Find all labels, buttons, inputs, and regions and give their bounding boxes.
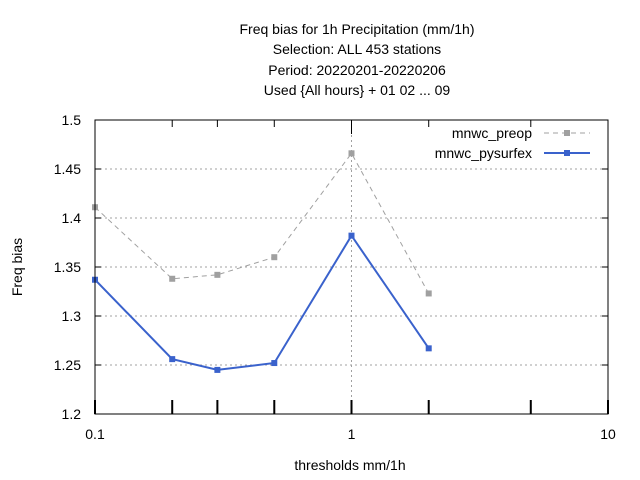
legend-marker	[564, 150, 570, 156]
data-point-mnwc_preop	[271, 254, 278, 261]
data-point-mnwc_preop	[214, 271, 221, 278]
data-point-mnwc_pysurfex	[271, 360, 278, 367]
series-line-mnwc_preop	[94, 152, 430, 294]
data-point-mnwc_preop	[425, 290, 432, 297]
title-line-1: Freq bias for 1h Precipitation (mm/1h)	[240, 21, 475, 37]
x-tick-label: 1	[348, 426, 356, 442]
y-tick-label: 1.4	[62, 210, 82, 226]
plot-frame	[94, 119, 609, 415]
data-point-mnwc_pysurfex	[348, 232, 355, 239]
series-line-mnwc_pysurfex	[94, 233, 430, 371]
data-point-mnwc_pysurfex	[425, 345, 432, 352]
y-tick-label: 1.2	[62, 406, 82, 422]
data-point-mnwc_pysurfex	[169, 356, 176, 363]
y-tick-label: 1.35	[54, 259, 81, 275]
data-point-mnwc_pysurfex	[214, 366, 221, 373]
legend-marker	[564, 130, 570, 136]
legend-label: mnwc_preop	[452, 125, 532, 141]
x-axis-label: thresholds mm/1h	[294, 457, 405, 473]
y-tick-label: 1.25	[54, 357, 81, 373]
y-tick-label: 1.3	[62, 308, 82, 324]
legend-label: mnwc_pysurfex	[435, 145, 532, 161]
x-tick-label: 0.1	[85, 426, 105, 442]
axis-ticks: 1.2 1.25 1.3 1.35 1.4 1.45 1.5 0.1 1 10	[54, 112, 616, 442]
series-layer	[92, 150, 432, 373]
y-tick-label: 1.45	[54, 161, 81, 177]
title-line-2: Selection: ALL 453 stations	[273, 41, 441, 57]
title-line-3: Period: 20220201-20220206	[268, 62, 446, 78]
x-tick-label: 10	[600, 426, 616, 442]
legend: mnwc_preop mnwc_pysurfex	[435, 125, 590, 161]
chart-title: Freq bias for 1h Precipitation (mm/1h) S…	[240, 21, 475, 98]
data-point-mnwc_preop	[348, 150, 355, 157]
title-line-4: Used {All hours} + 01 02 ... 09	[264, 82, 451, 98]
grid	[95, 120, 608, 414]
y-tick-label: 1.5	[62, 112, 82, 128]
y-axis-label: Freq bias	[9, 238, 25, 296]
data-point-mnwc_preop	[169, 275, 176, 282]
